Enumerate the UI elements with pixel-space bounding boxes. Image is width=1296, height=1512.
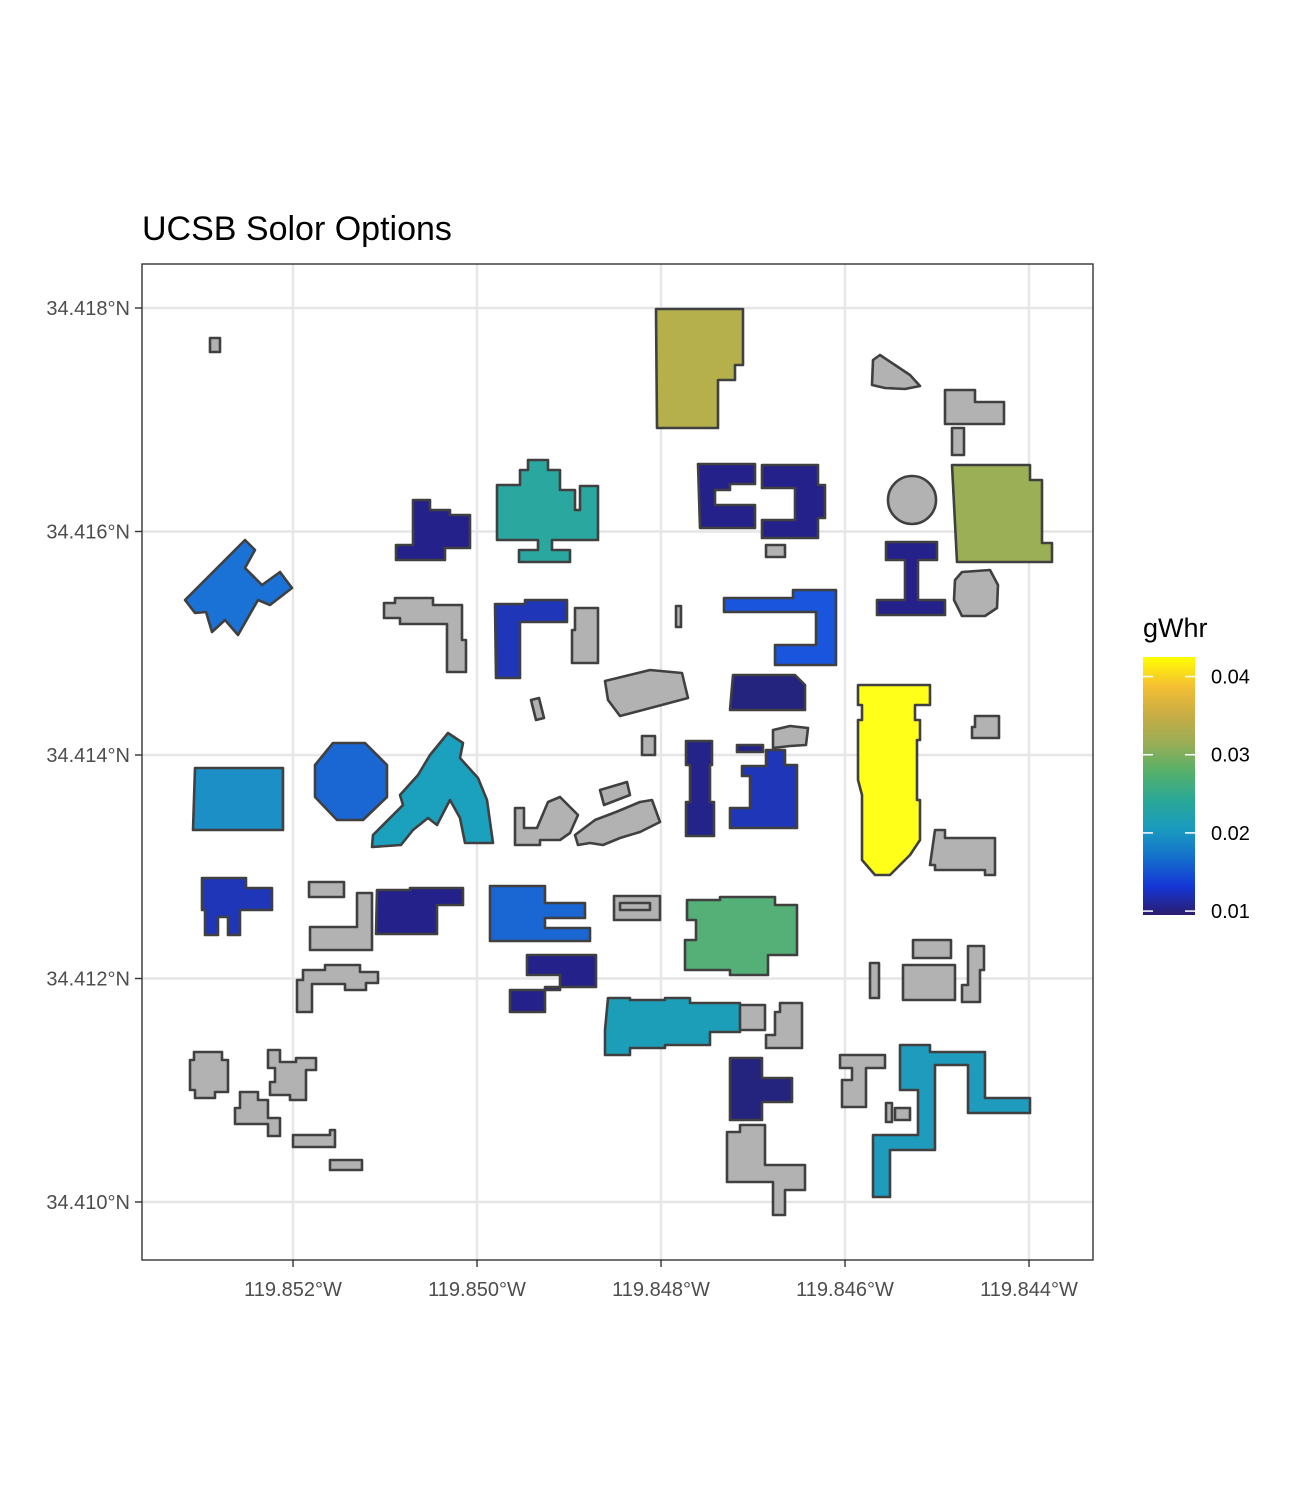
building-no-data	[513, 795, 580, 847]
building-no-data	[870, 353, 922, 391]
graticule	[142, 264, 1093, 1260]
building-no-data	[952, 568, 1000, 618]
building-solar	[370, 731, 495, 849]
building-no-data	[960, 944, 986, 1004]
building-no-data	[901, 963, 957, 1002]
building-no-data	[295, 963, 380, 1014]
building-no-data	[308, 891, 374, 952]
plot-panel	[141, 263, 1094, 1261]
building-no-data	[764, 543, 787, 559]
legend-label: 0.03	[1211, 745, 1250, 767]
building-no-data	[943, 388, 1006, 426]
y-tick-label: 34.410°N	[46, 1192, 130, 1214]
building-solar	[603, 996, 742, 1057]
building-no-data	[208, 336, 222, 354]
building-no-data	[529, 696, 546, 722]
x-tick-label: 119.852°W	[244, 1279, 342, 1301]
building-solar	[200, 876, 274, 937]
building-no-data	[233, 1090, 282, 1138]
building-no-data	[884, 1101, 894, 1124]
y-tick-label: 34.412°N	[46, 969, 130, 991]
building-footprints	[183, 307, 1054, 1217]
building-solar	[728, 1056, 794, 1122]
building-no-data	[950, 426, 966, 457]
x-tick-label: 119.844°W	[980, 1279, 1078, 1301]
building-solar	[856, 683, 932, 877]
building-solar	[696, 462, 757, 530]
building-no-data	[674, 604, 683, 629]
legend: gWhr 0.04 0.03 0.02 0.01	[1143, 613, 1250, 923]
building-solar	[493, 598, 569, 680]
legend-label: 0.02	[1211, 823, 1250, 845]
building-no-data	[573, 798, 662, 847]
building-solar	[950, 463, 1054, 564]
y-tick-label: 34.416°N	[46, 522, 130, 544]
legend-title: gWhr	[1143, 613, 1208, 643]
building-solar	[735, 743, 765, 754]
building-solar	[374, 886, 465, 936]
building-solar	[683, 895, 799, 977]
building-solar	[488, 884, 592, 943]
x-tick-label: 119.846°W	[796, 1279, 894, 1301]
building-solar	[654, 307, 745, 430]
building-no-data	[970, 714, 1001, 740]
building-no-data	[266, 1048, 318, 1102]
building-no-data	[307, 880, 346, 899]
building-no-data	[868, 961, 881, 1000]
y-axis: 34.418°N 34.416°N 34.414°N 34.412°N 34.410°N	[46, 298, 142, 1214]
colorbar	[1143, 657, 1195, 915]
building-no-data	[928, 828, 997, 877]
colorbar-ticks: 0.04 0.03 0.02 0.01	[1143, 667, 1250, 923]
building-solar	[394, 498, 472, 562]
building-no-data	[188, 1050, 230, 1100]
building-no-data	[886, 474, 938, 526]
building-solar	[495, 458, 600, 564]
building-solar	[684, 739, 716, 838]
x-tick-label: 119.850°W	[428, 1279, 526, 1301]
building-no-data	[893, 1106, 912, 1122]
building-solar	[508, 953, 598, 1014]
building-solar	[728, 748, 799, 830]
building-no-data	[291, 1128, 337, 1149]
building-solar	[871, 1043, 1032, 1199]
y-tick-label: 34.414°N	[46, 745, 130, 767]
legend-label: 0.04	[1211, 667, 1250, 689]
building-solar	[183, 538, 294, 637]
building-no-data	[771, 724, 810, 750]
building-no-data	[764, 1001, 804, 1050]
building-no-data	[640, 734, 657, 757]
building-solar	[875, 540, 947, 617]
building-no-data	[328, 1158, 364, 1172]
building-solar	[191, 766, 285, 832]
building-no-data	[382, 596, 468, 674]
building-no-data	[618, 901, 652, 912]
building-no-data	[838, 1053, 887, 1109]
building-solar	[728, 673, 807, 712]
building-no-data	[570, 606, 600, 665]
chart-title: UCSB Solor Options	[142, 210, 452, 248]
building-solar	[760, 463, 827, 540]
building-solar	[722, 588, 838, 667]
legend-label: 0.01	[1211, 901, 1250, 923]
building-solar	[313, 741, 389, 822]
x-axis: 119.852°W 119.850°W 119.848°W 119.846°W 119.…	[244, 1260, 1078, 1301]
building-no-data	[725, 1123, 807, 1217]
building-no-data	[911, 938, 953, 960]
x-tick-label: 119.848°W	[612, 1279, 710, 1301]
y-tick-label: 34.418°N	[46, 298, 130, 320]
building-no-data	[603, 668, 690, 718]
building-no-data	[598, 780, 632, 807]
